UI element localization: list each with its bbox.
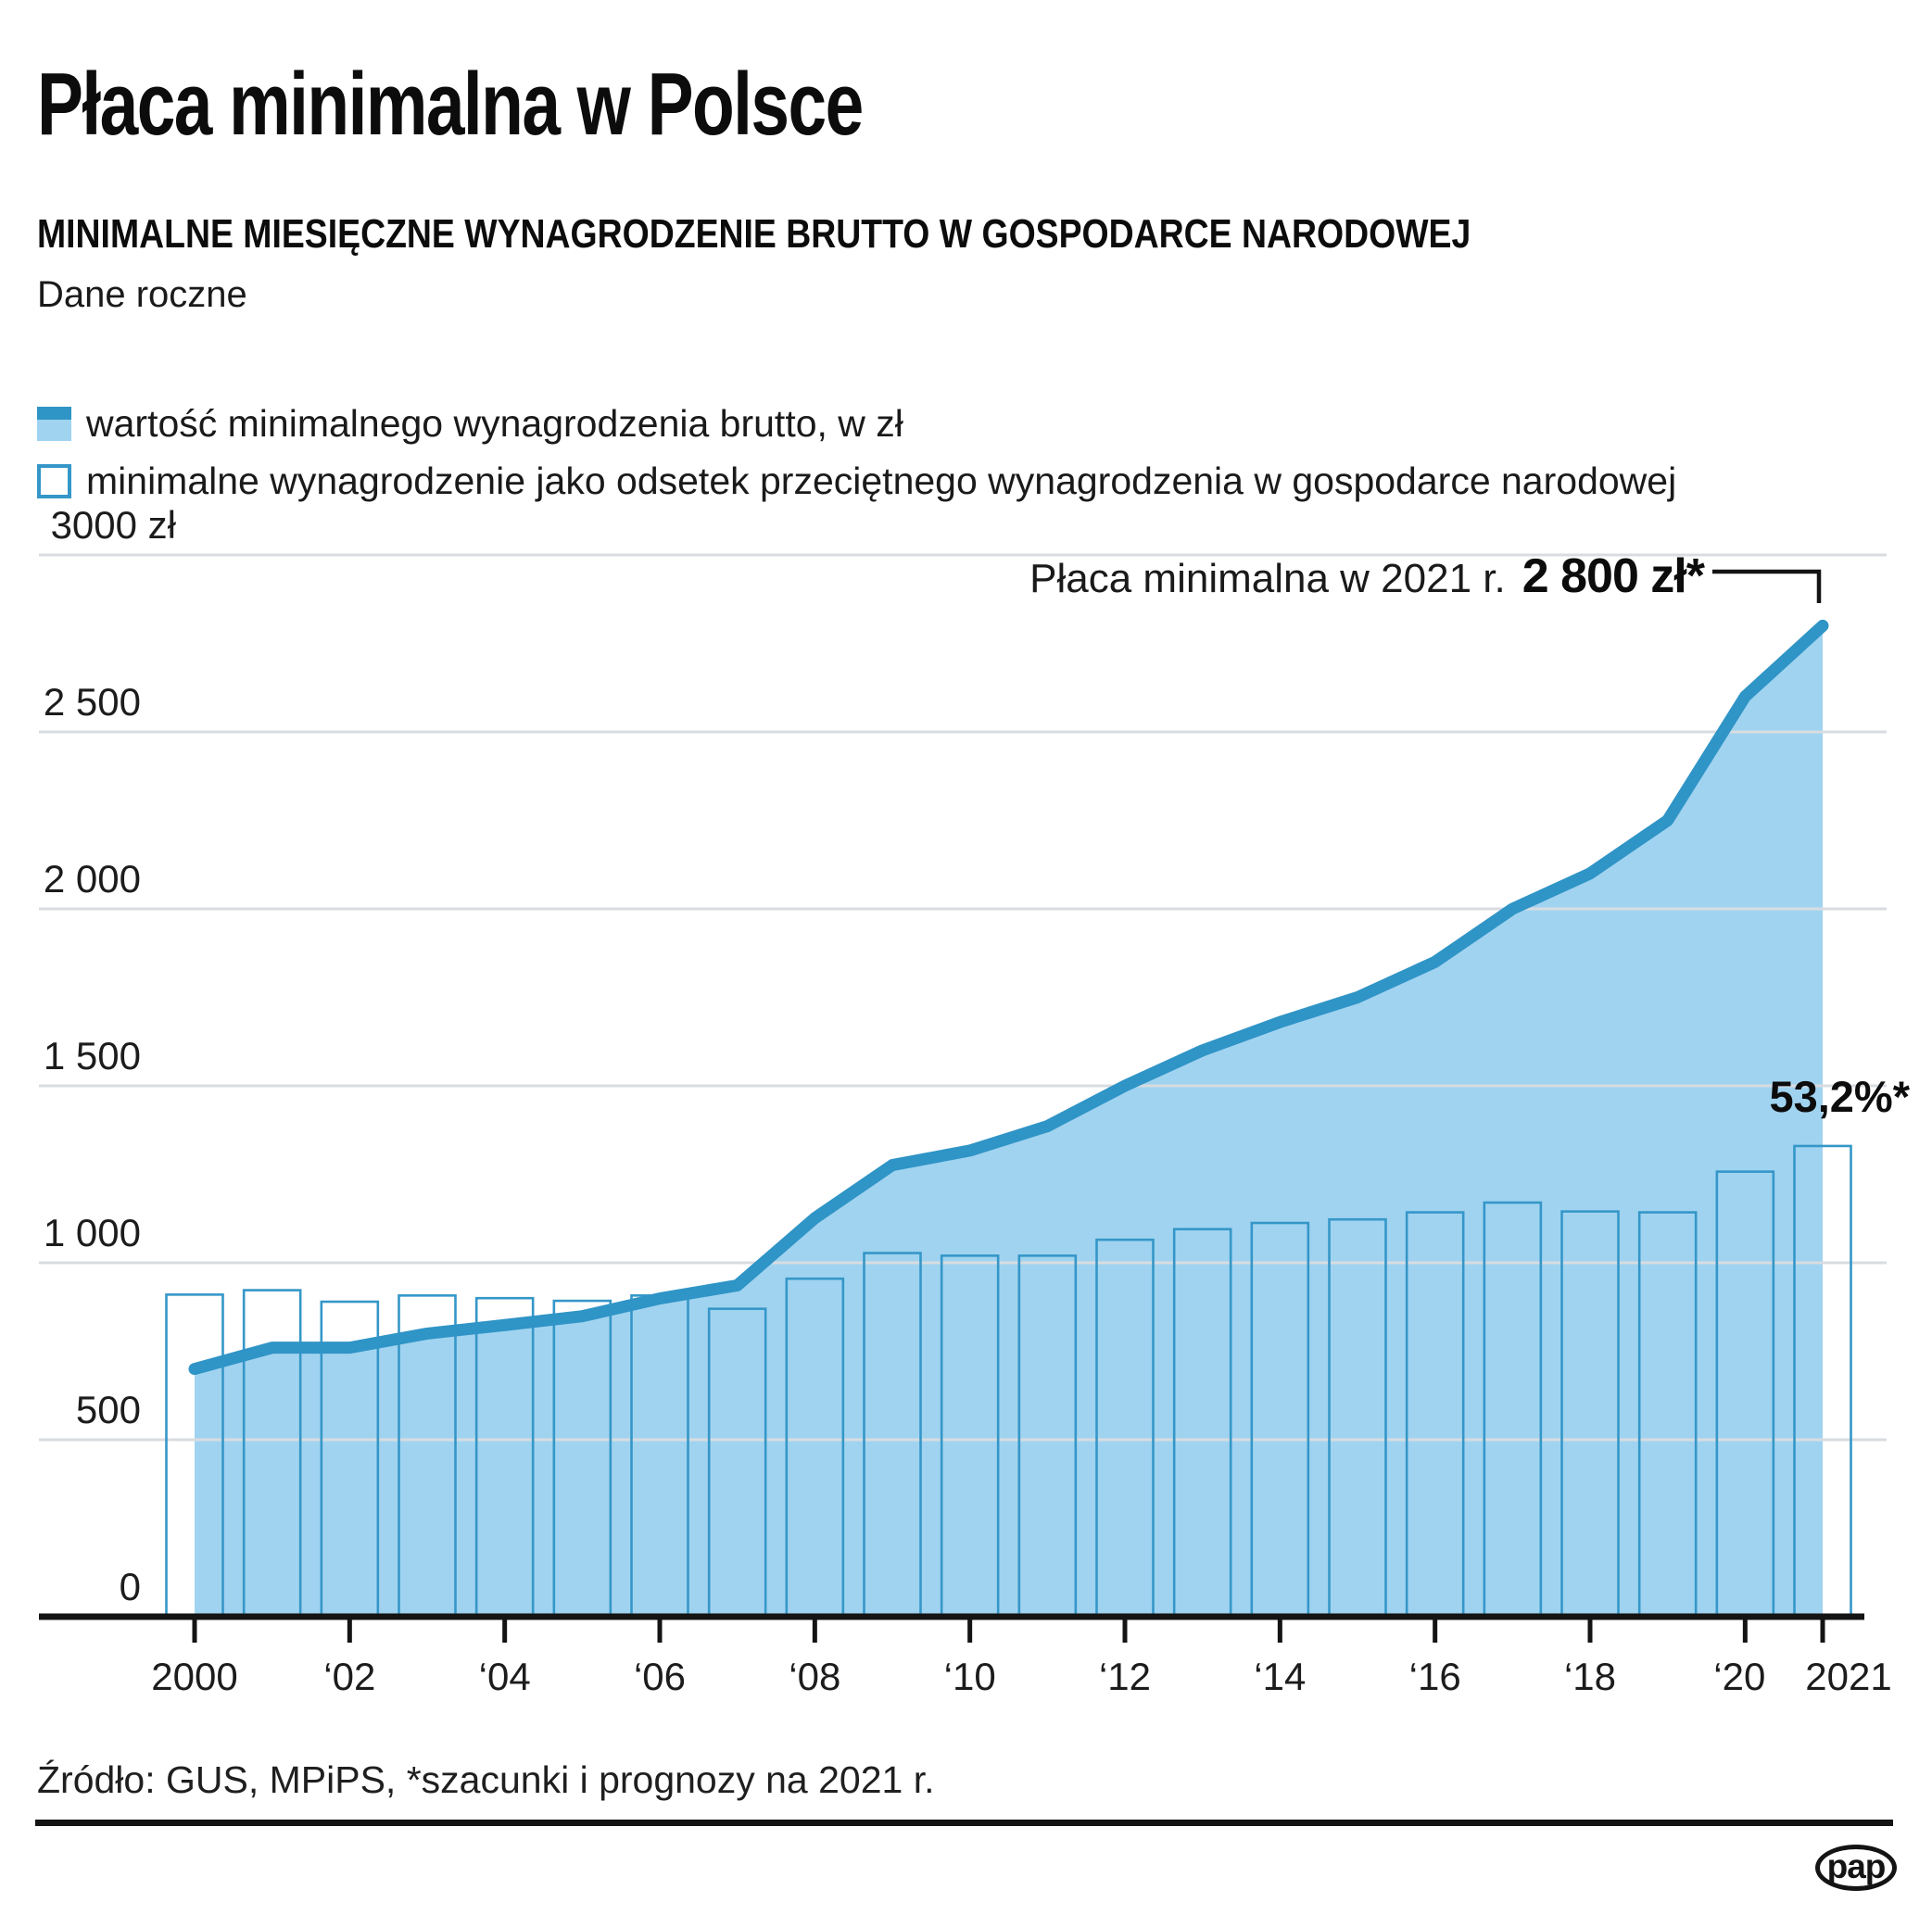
x-axis-label-2016: ‘16 [1408,1655,1461,1698]
legend-item-area: wartość minimalnego wynagrodzenia brutto… [37,395,1676,452]
source-note: Źródło: GUS, MPiPS, *szacunki i prognozy… [37,1758,935,1801]
x-axis-label-2014: ‘14 [1254,1655,1307,1698]
legend: wartość minimalnego wynagrodzenia brutto… [37,395,1676,510]
y-axis-label-2000: 2 000 [43,857,141,901]
minimum-wage-line [188,619,1829,1376]
y-axis-label-1000: 1 000 [43,1211,141,1254]
peak-annotation-value: 2 800 zł* [1522,549,1705,603]
peak-annotation: Płaca minimalna w 2021 r. 2 800 zł* [1029,548,1705,604]
legend-item-label: minimalne wynagrodzenie jako odsetek prz… [86,459,1677,502]
legend-item-bar: minimalne wynagrodzenie jako odsetek prz… [37,452,1676,510]
y-axis-label-500: 500 [75,1388,141,1431]
y-axis-label-0: 0 [119,1565,141,1608]
pap-logo: pap [1815,1845,1897,1891]
chart-subtitle: MINIMALNE MIESIĘCZNE WYNAGRODZENIE BRUTT… [37,211,1471,257]
footer-rule [35,1820,1893,1826]
legend-item-label: wartość minimalnego wynagrodzenia brutto… [86,401,903,445]
period-note: Dane roczne [37,274,247,315]
annotation-leader-line [1712,569,1822,603]
bar-swatch-icon [37,463,71,498]
x-axis-label-2002: ‘02 [323,1655,376,1698]
x-axis-label-2021: 2021 [1805,1655,1892,1698]
area-swatch-icon [37,406,71,441]
x-axis-label-2012: ‘12 [1098,1655,1152,1698]
x-axis-label-2010: ‘10 [943,1655,996,1698]
y-axis-label-1500: 1 500 [43,1034,141,1077]
peak-annotation-text: Płaca minimalna w 2021 r. [1029,556,1506,601]
x-axis-label-2018: ‘18 [1563,1655,1617,1698]
x-axis-label-2008: ‘08 [789,1655,841,1698]
x-axis-label-2020: ‘20 [1713,1655,1766,1698]
x-axis-label-2000: 2000 [151,1655,238,1698]
x-axis-label-2004: ‘04 [478,1655,531,1698]
x-axis-label-2006: ‘06 [633,1655,687,1698]
y-axis-label-3000: 3000 zł [50,503,176,547]
percent-annotation: 53,2%* [1769,1072,1910,1121]
minimum-wage-area [195,625,1824,1617]
y-axis-label-2500: 2 500 [43,680,141,724]
pap-logo-text: pap [1826,1847,1887,1885]
page-title: Płaca minimalna w Polsce [37,55,864,154]
